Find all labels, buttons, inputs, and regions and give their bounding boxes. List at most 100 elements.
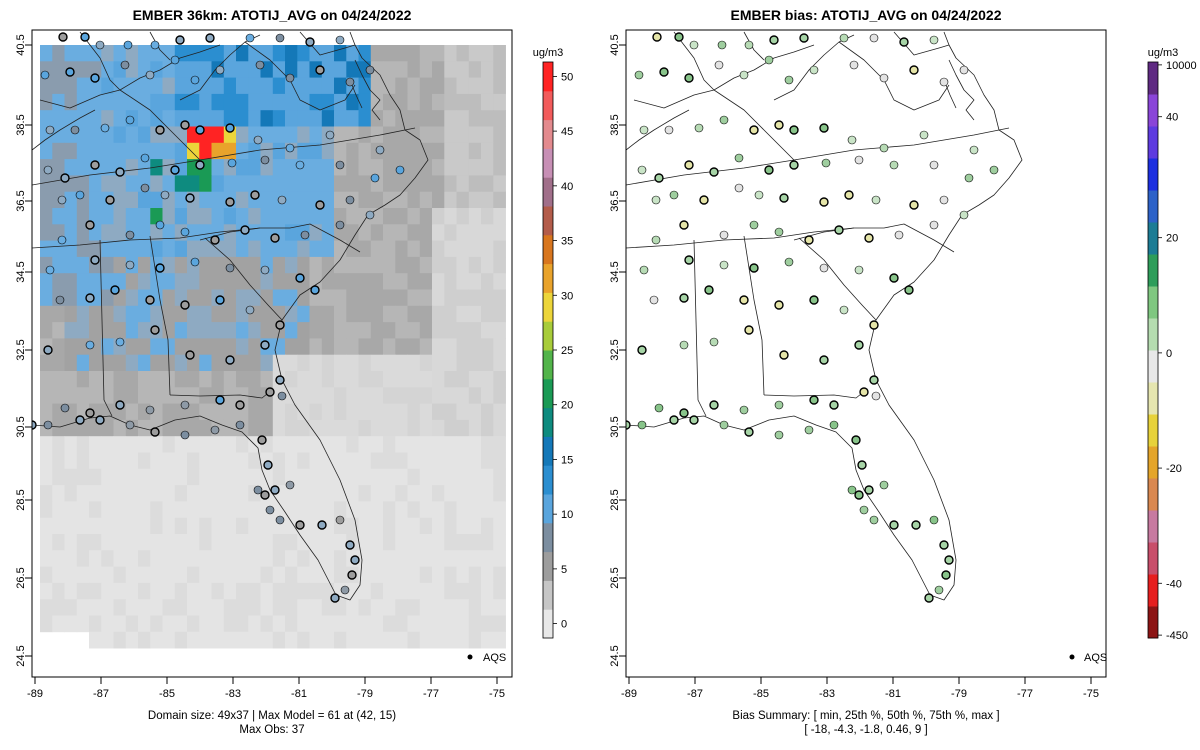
site-marker — [944, 555, 954, 565]
grid-cell — [174, 566, 188, 584]
grid-cell — [89, 371, 102, 388]
grid-cell — [285, 191, 298, 209]
y-tick-label: 38.5 — [15, 114, 27, 135]
site-marker — [969, 145, 979, 155]
grid-cell — [285, 126, 298, 144]
grid-cell — [138, 485, 151, 502]
grid-cell — [419, 468, 433, 486]
grid-cell — [150, 159, 163, 176]
site-marker — [779, 350, 789, 360]
grid-cell — [297, 566, 310, 584]
grid-cell — [113, 305, 127, 323]
site-marker — [150, 40, 160, 50]
grid-cell — [383, 436, 396, 453]
grid-cell — [407, 110, 421, 127]
site-marker — [804, 425, 814, 435]
grid-cell — [493, 61, 506, 78]
x-tick-label: -75 — [1083, 688, 1099, 700]
grid-cell — [358, 305, 372, 323]
grid-cell — [297, 354, 310, 372]
grid-cell — [272, 110, 286, 127]
grid-cell — [321, 93, 335, 111]
grid-cell — [64, 387, 78, 404]
grid-cell — [223, 93, 237, 111]
grid-cell — [236, 175, 249, 193]
grid-cell — [321, 468, 335, 486]
grid-cell — [76, 289, 90, 307]
grid-cell — [334, 419, 347, 437]
grid-cell — [174, 240, 188, 258]
grid-cell — [199, 419, 212, 437]
site-marker — [679, 220, 689, 230]
grid-cell — [64, 615, 78, 633]
grid-cell — [174, 468, 188, 486]
grid-cell — [40, 501, 53, 519]
grid-cell — [101, 305, 114, 323]
grid-cell — [64, 256, 78, 274]
grid-cell — [64, 517, 78, 535]
grid-cell — [76, 322, 90, 339]
border-line — [32, 31, 429, 601]
site-marker — [899, 37, 909, 47]
grid-cell — [76, 77, 90, 95]
site-marker — [270, 233, 280, 243]
site-marker — [345, 77, 355, 87]
colorbar-swatch — [1148, 414, 1158, 447]
grid-cell — [150, 501, 163, 519]
site-marker — [315, 200, 325, 210]
grid-cell — [383, 273, 396, 290]
site-marker — [170, 165, 180, 175]
grid-cell — [211, 534, 225, 551]
grid-cell — [125, 517, 139, 535]
grid-cell — [383, 338, 396, 356]
grid-cell — [199, 566, 212, 584]
x-tick-label: -77 — [1017, 688, 1033, 700]
grid-cell — [481, 452, 494, 470]
grid-cell — [444, 387, 457, 404]
grid-cell — [444, 371, 457, 388]
grid-cell — [223, 61, 237, 78]
grid-cell — [150, 208, 163, 225]
grid-cell — [125, 175, 139, 193]
grid-cell — [272, 45, 286, 62]
grid-cell — [113, 582, 127, 600]
grid-cell — [40, 354, 53, 372]
grid-cell — [248, 45, 261, 62]
colorbar-tick-label: 30 — [561, 290, 573, 302]
site-marker — [934, 585, 944, 595]
grid-cell — [481, 468, 494, 486]
grid-cell — [407, 517, 421, 535]
grid-cell — [199, 305, 212, 323]
colorbar-swatch — [543, 494, 553, 524]
grid-cell — [174, 77, 188, 95]
grid-cell — [481, 208, 494, 225]
grid-cell — [419, 45, 433, 62]
grid-cell — [174, 273, 188, 290]
state-borders — [626, 31, 1023, 601]
grid-cell — [236, 468, 249, 486]
grid-cell — [285, 452, 298, 470]
grid-cell — [125, 485, 139, 502]
site-marker — [60, 173, 70, 183]
grid-cell — [358, 110, 372, 127]
colorbar-tick-label: 10000 — [1166, 60, 1197, 72]
site-marker — [744, 325, 754, 335]
grid-cell — [174, 256, 188, 274]
grid-cell — [150, 485, 163, 502]
grid-cell — [52, 77, 65, 95]
grid-cell — [236, 485, 249, 502]
site-marker — [85, 408, 95, 418]
grid-cell — [52, 273, 65, 290]
grid-cell — [407, 631, 421, 649]
grid-cell — [334, 45, 347, 62]
grid-cell — [162, 582, 176, 600]
grid-cell — [211, 354, 225, 372]
site-marker — [764, 165, 774, 175]
site-marker — [909, 200, 919, 210]
y-tick-label: 24.5 — [609, 645, 621, 666]
grid-cell — [248, 371, 261, 388]
grid-cell — [138, 452, 151, 470]
y-tick-label: 28.5 — [15, 489, 27, 510]
grid-cell — [358, 582, 372, 600]
site-marker — [90, 73, 100, 83]
